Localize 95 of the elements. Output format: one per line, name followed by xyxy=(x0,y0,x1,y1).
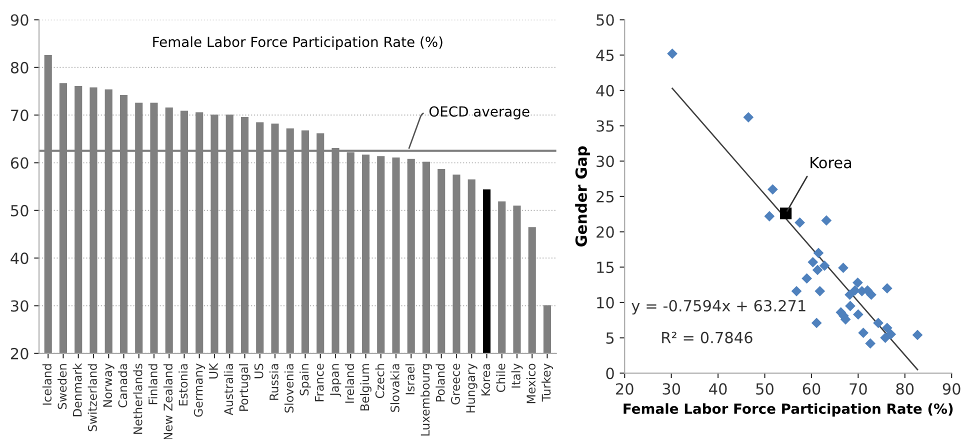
point xyxy=(852,277,863,288)
annotation: y = -0.7594x + 63.271 xyxy=(632,300,806,314)
point xyxy=(667,48,678,59)
point xyxy=(852,309,864,320)
x-tick-label: 60 xyxy=(802,383,820,395)
x-tick-label: Canada xyxy=(118,364,128,408)
y-tick-label: 10 xyxy=(597,296,614,308)
point xyxy=(768,184,778,195)
y-tick-label: 40 xyxy=(596,84,614,96)
y-tick-label: 50 xyxy=(596,14,614,26)
x-tick-label: Korea xyxy=(481,364,490,396)
point xyxy=(819,260,830,271)
x-axis-title: Female Labor Force Participation Rate (%) xyxy=(624,403,953,417)
ref-line-label: OECD average xyxy=(429,106,530,120)
y-tick-label: 20 xyxy=(596,226,614,238)
x-tick-label: Belgium xyxy=(360,364,372,410)
y-tick-label: 60 xyxy=(10,157,28,169)
y-tick-label: 20 xyxy=(10,348,28,360)
x-tick-label: Italy xyxy=(511,363,523,388)
x-tick-label: Australia xyxy=(224,364,234,416)
point xyxy=(794,217,805,228)
x-tick-label: Ireland xyxy=(344,364,354,403)
point xyxy=(844,290,855,300)
x-tick-label: Germany xyxy=(194,363,206,417)
y-tick-label: 30 xyxy=(596,156,614,168)
y-tick-label: 40 xyxy=(10,252,28,264)
text: Female Labor Force Participation Rate (%) xyxy=(153,36,442,50)
x-tick-label: Sweden xyxy=(58,364,67,409)
point xyxy=(812,264,823,276)
x-tick-label: Turkey xyxy=(542,363,553,402)
x-tick-label: 70 xyxy=(850,383,867,395)
point xyxy=(814,286,826,296)
point xyxy=(866,290,876,300)
x-tick-label: US xyxy=(254,364,264,378)
x-tick-label: 20 xyxy=(616,383,634,395)
y-axis-title: Gender Gap xyxy=(575,146,590,247)
x-tick-label: UK xyxy=(209,362,218,378)
y-tick-label: 30 xyxy=(11,300,28,312)
x-tick-label: Luxembourg xyxy=(420,364,432,436)
x-tick-label: Spain xyxy=(300,364,311,396)
point xyxy=(813,248,824,258)
point xyxy=(912,330,923,340)
x-tick-label: Czech xyxy=(375,364,384,398)
x-tick-label: Hungary xyxy=(466,363,478,412)
x-tick-label: France xyxy=(315,364,324,402)
point xyxy=(811,318,822,328)
point xyxy=(764,211,775,222)
x-tick-label: Israel xyxy=(405,364,415,394)
x-tick-label: Estonia xyxy=(178,364,188,406)
x-tick-label: Greece xyxy=(450,364,460,404)
y-tick-label: 25 xyxy=(596,190,614,202)
y-tick-label: 80 xyxy=(10,62,28,74)
x-tick-label: 30 xyxy=(662,383,680,395)
x-tick-label: Russia xyxy=(269,364,278,400)
y-tick-label: 70 xyxy=(11,110,28,122)
x-tick-label: Mexico xyxy=(526,364,536,404)
x-tick-label: 90 xyxy=(942,383,960,395)
point xyxy=(838,262,848,274)
point xyxy=(791,286,802,296)
x-tick-label: Chile xyxy=(496,364,506,392)
x-tick-label: Japan xyxy=(330,364,342,397)
x-tick-label: Denmark xyxy=(72,363,82,416)
point xyxy=(886,329,896,340)
x-tick-label: Finland xyxy=(148,364,158,404)
point xyxy=(882,322,892,334)
x-tick-label: Poland xyxy=(436,364,445,402)
point xyxy=(858,328,869,338)
annotation: R² = 0.7846 xyxy=(662,332,752,344)
point xyxy=(821,215,832,226)
y-tick-label: 5 xyxy=(606,332,614,344)
y-tick-label: 50 xyxy=(11,204,28,216)
x-tick-label: Slovakia xyxy=(390,364,400,412)
x-tick-label: 80 xyxy=(896,383,914,395)
y-tick-label: 15 xyxy=(597,262,614,274)
x-tick-label: Portugal xyxy=(239,364,250,411)
point xyxy=(780,208,792,220)
x-tick-label: Norway xyxy=(103,363,114,407)
x-tick-label: 40 xyxy=(709,383,727,395)
point xyxy=(845,300,856,312)
y-tick-label: 35 xyxy=(596,120,614,132)
y-tick-label: 45 xyxy=(596,50,614,62)
x-tick-label: 50 xyxy=(756,383,774,395)
x-tick-label: Slovenia xyxy=(284,364,294,413)
x-tick-label: Switzerland xyxy=(88,364,97,432)
y-tick-label: 0 xyxy=(606,368,614,380)
point xyxy=(802,273,812,284)
point xyxy=(743,112,754,122)
point xyxy=(873,318,884,328)
y-tick-label: 90 xyxy=(10,14,28,26)
point xyxy=(882,283,892,294)
x-tick-label: Iceland xyxy=(42,364,52,405)
x-tick-label: Netherlands xyxy=(133,364,142,434)
annotation: Korea xyxy=(810,157,852,168)
point xyxy=(808,256,818,268)
point xyxy=(865,338,876,349)
